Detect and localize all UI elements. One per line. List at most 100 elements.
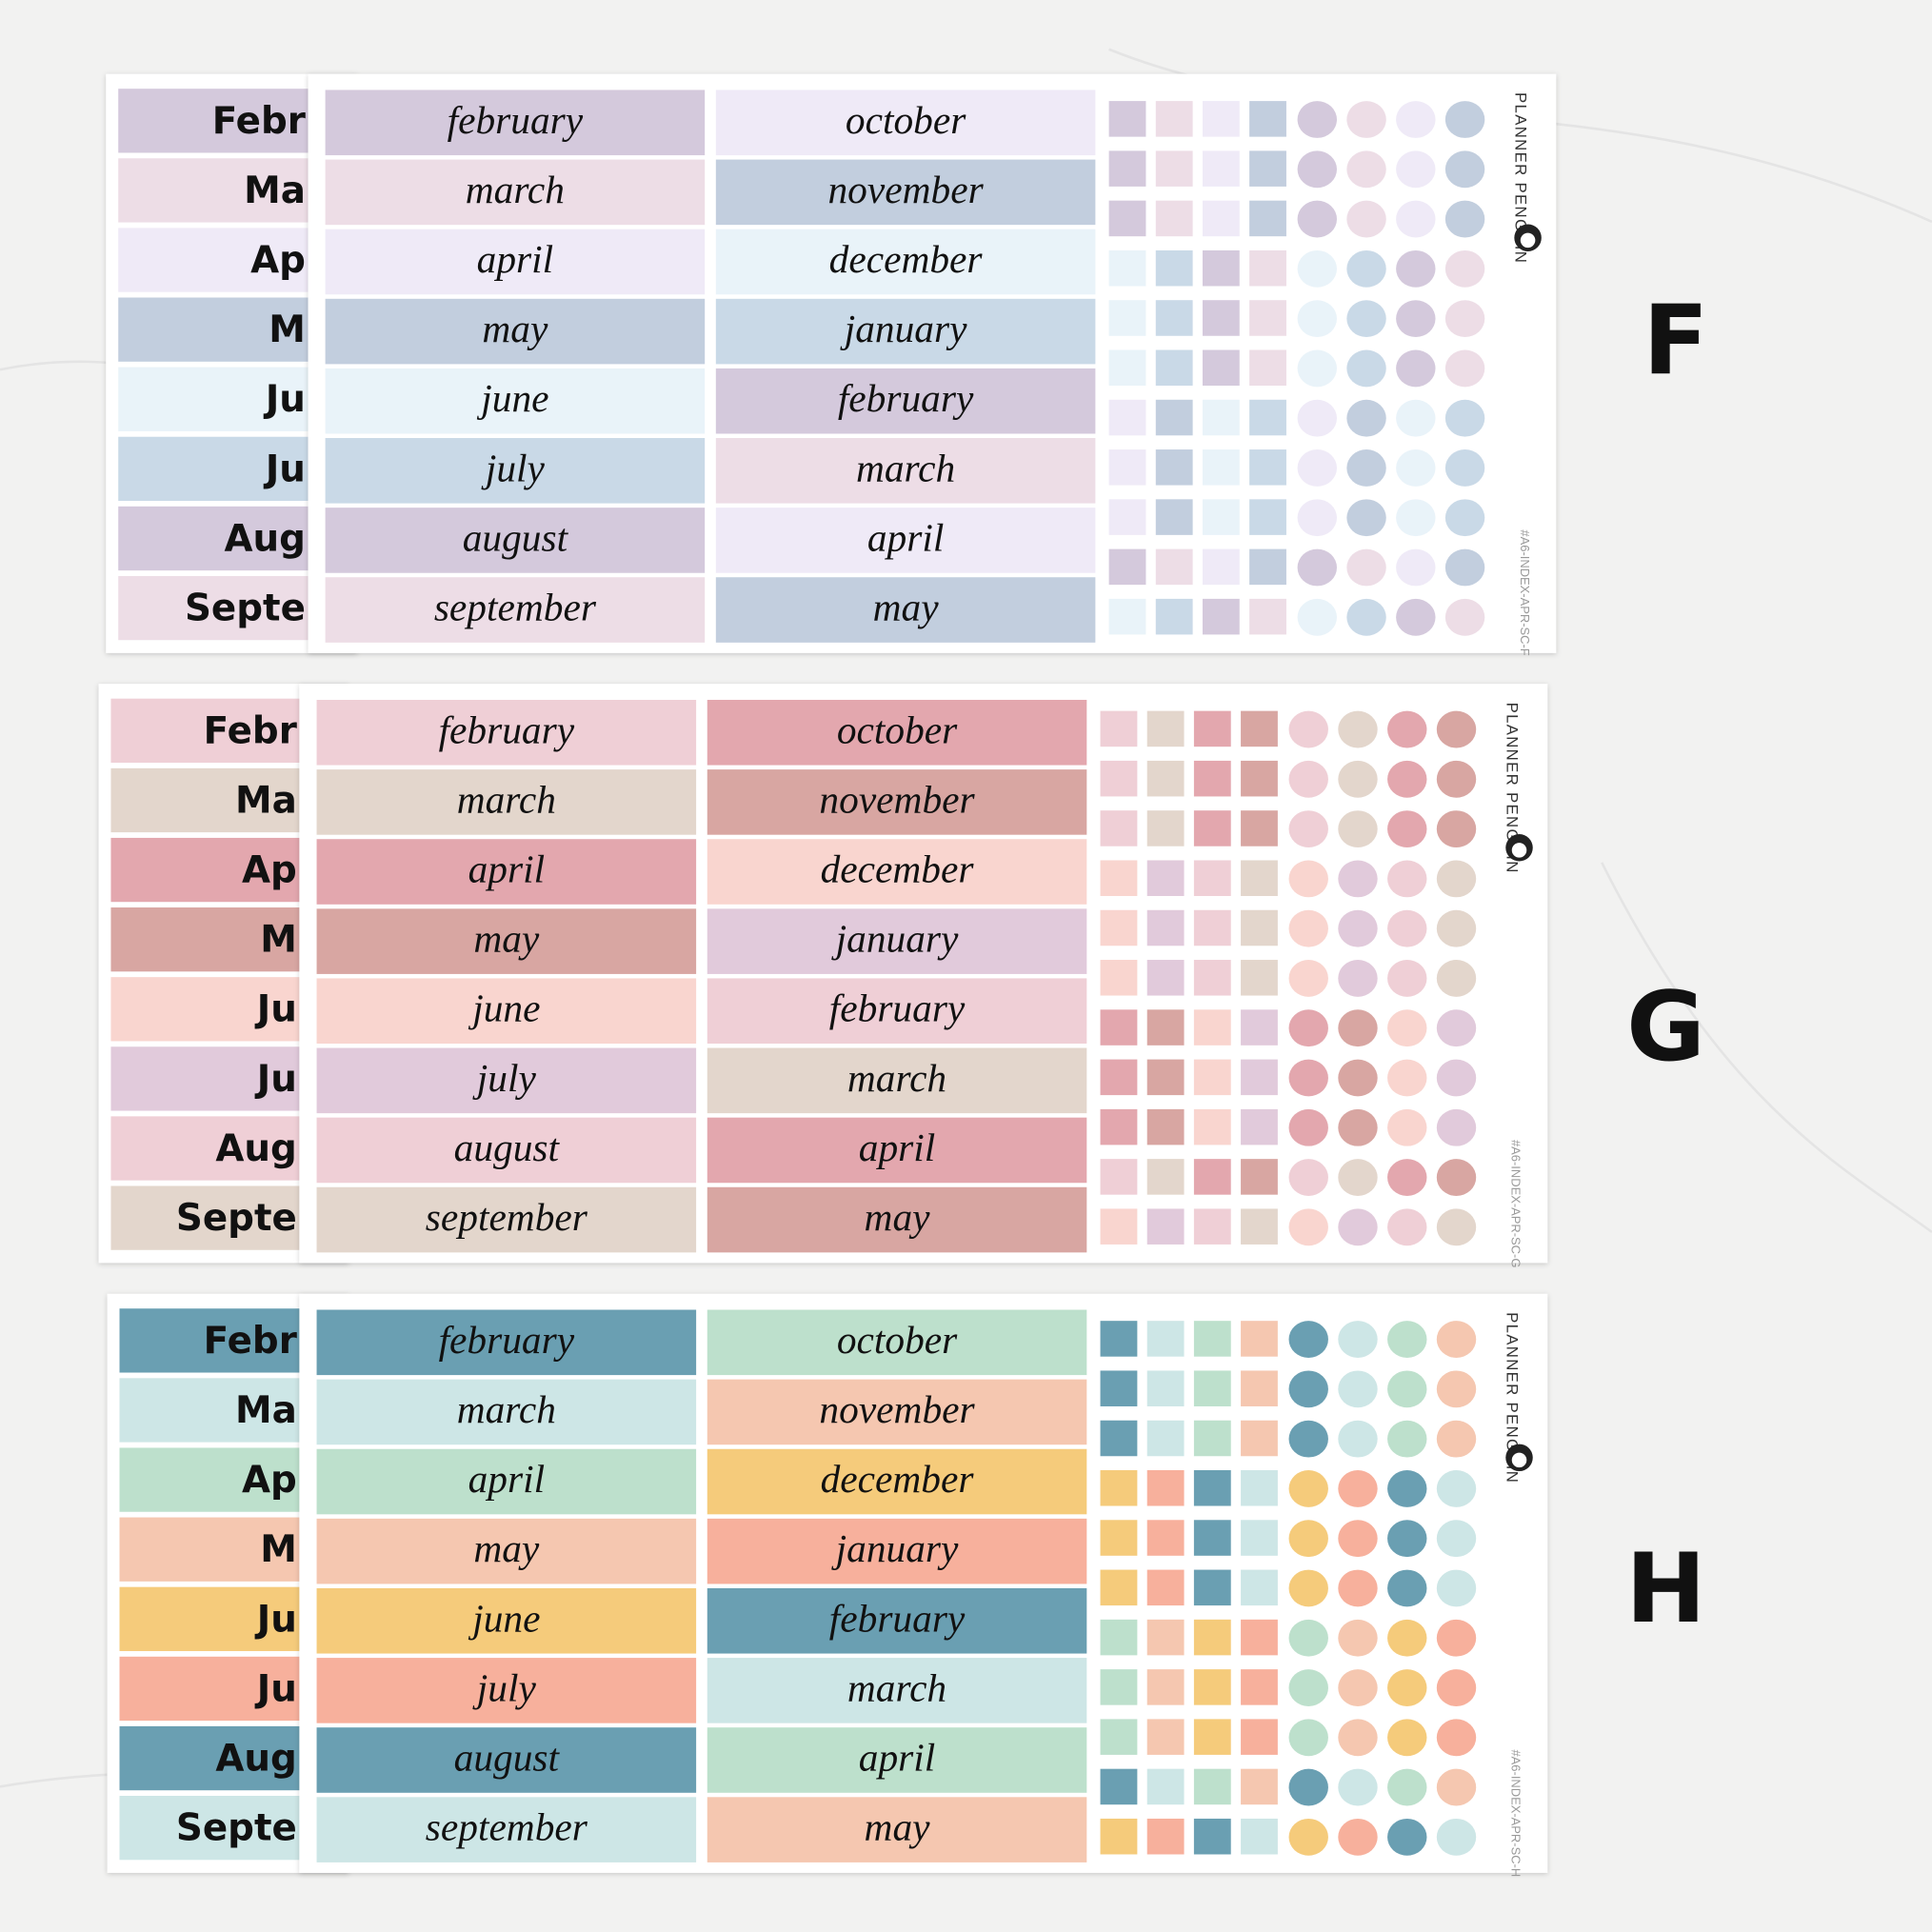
penguin-face xyxy=(1511,1452,1527,1468)
back-tab xyxy=(119,1796,300,1861)
square-sticker xyxy=(1100,1669,1138,1705)
square-sticker xyxy=(1146,1059,1185,1096)
dot-sticker xyxy=(1338,860,1378,898)
back-label: Ju xyxy=(254,988,297,1031)
dot-sticker xyxy=(1338,1108,1378,1146)
month-label: march xyxy=(457,777,556,821)
back-tab xyxy=(118,367,309,431)
penguin-face xyxy=(1520,232,1536,249)
dot-sticker xyxy=(1288,909,1328,947)
square-sticker xyxy=(1193,1370,1231,1406)
square-sticker xyxy=(1100,710,1138,747)
dot-sticker xyxy=(1396,349,1436,388)
square-sticker xyxy=(1146,1420,1185,1457)
back-label: Ju xyxy=(254,1058,297,1101)
square-sticker xyxy=(1241,710,1278,747)
square-sticker xyxy=(1193,860,1231,897)
dot-sticker xyxy=(1387,760,1427,798)
month-label: february xyxy=(829,986,966,1030)
square-sticker xyxy=(1249,150,1286,187)
dot-sticker xyxy=(1288,1321,1328,1358)
square-sticker xyxy=(1146,710,1185,747)
month-label: march xyxy=(847,1665,946,1709)
month-tab xyxy=(707,1047,1087,1114)
month-label: november xyxy=(819,777,975,821)
square-sticker xyxy=(1193,1520,1231,1556)
square-sticker xyxy=(1202,349,1240,387)
month-label: march xyxy=(466,168,565,211)
dot-sticker xyxy=(1387,909,1427,947)
square-sticker xyxy=(1249,548,1286,586)
dot-sticker xyxy=(1338,1159,1378,1196)
dot-sticker xyxy=(1444,300,1485,338)
dot-sticker xyxy=(1288,960,1328,997)
month-tab xyxy=(316,1587,697,1654)
square-sticker xyxy=(1108,150,1146,187)
square-sticker xyxy=(1146,1669,1185,1705)
month-tab xyxy=(316,1186,697,1253)
square-sticker xyxy=(1202,399,1240,436)
dot-sticker xyxy=(1396,249,1436,288)
dot-sticker xyxy=(1387,1669,1427,1706)
month-tab xyxy=(325,368,706,434)
back-label: Ju xyxy=(263,448,306,490)
dot-sticker xyxy=(1387,1768,1427,1806)
dot-sticker xyxy=(1346,449,1386,487)
dot-sticker xyxy=(1346,150,1386,189)
month-tab xyxy=(715,229,1096,295)
month-label: december xyxy=(821,847,975,891)
month-tab xyxy=(707,1309,1087,1376)
dot-sticker xyxy=(1288,1719,1328,1757)
month-label: september xyxy=(426,1805,588,1849)
month-tab xyxy=(316,839,697,905)
dot-sticker xyxy=(1288,1420,1328,1458)
square-sticker xyxy=(1146,1009,1185,1046)
square-sticker xyxy=(1202,449,1240,486)
dot-sticker xyxy=(1288,1009,1328,1047)
square-sticker xyxy=(1100,1619,1138,1656)
square-sticker xyxy=(1202,598,1240,635)
back-label: Aug xyxy=(215,1737,296,1780)
back-tab xyxy=(110,698,300,763)
dot-sticker xyxy=(1288,1159,1328,1196)
back-label: Febr xyxy=(204,1320,298,1363)
square-sticker xyxy=(1193,810,1231,846)
square-sticker xyxy=(1155,200,1193,237)
month-label: march xyxy=(847,1056,946,1100)
square-sticker xyxy=(1249,101,1286,137)
back-labels: Febr Ma Ap M Ju Ju Aug Septe xyxy=(110,698,300,1250)
month-tab xyxy=(316,978,697,1045)
back-tab xyxy=(110,837,300,903)
product-code: #A6-INDEX-APR-SC-F xyxy=(1518,529,1532,655)
square-sticker xyxy=(1241,960,1278,996)
back-tab xyxy=(119,1725,300,1791)
dot-sticker xyxy=(1396,101,1436,138)
square-sticker xyxy=(1241,1669,1278,1705)
month-tab xyxy=(707,699,1087,766)
square-sticker xyxy=(1193,1619,1231,1656)
dot-sticker xyxy=(1387,1520,1427,1558)
square-sticker xyxy=(1193,1569,1231,1606)
square-sticker xyxy=(1100,1208,1138,1245)
dot-sticker xyxy=(1297,349,1337,388)
dot-sticker xyxy=(1387,1009,1427,1047)
dot-sticker xyxy=(1338,1208,1378,1246)
square-sticker xyxy=(1249,300,1286,336)
dot-sticker xyxy=(1387,1108,1427,1146)
square-sticker xyxy=(1100,860,1138,897)
square-sticker xyxy=(1146,860,1185,897)
back-label: Ju xyxy=(254,1667,297,1710)
square-sticker xyxy=(1241,810,1278,846)
dot-sticker xyxy=(1436,1321,1477,1358)
dot-sticker xyxy=(1297,548,1337,587)
dot-sticker xyxy=(1338,1768,1378,1806)
square-sticker xyxy=(1193,1768,1231,1805)
dot-sticker xyxy=(1387,1321,1427,1358)
back-label: Ap xyxy=(250,239,306,282)
month-tab xyxy=(707,1186,1087,1253)
dot-sticker xyxy=(1338,1669,1378,1706)
back-label: Febr xyxy=(204,709,298,752)
square-sticker xyxy=(1202,300,1240,336)
dot-sticker xyxy=(1338,1420,1378,1458)
